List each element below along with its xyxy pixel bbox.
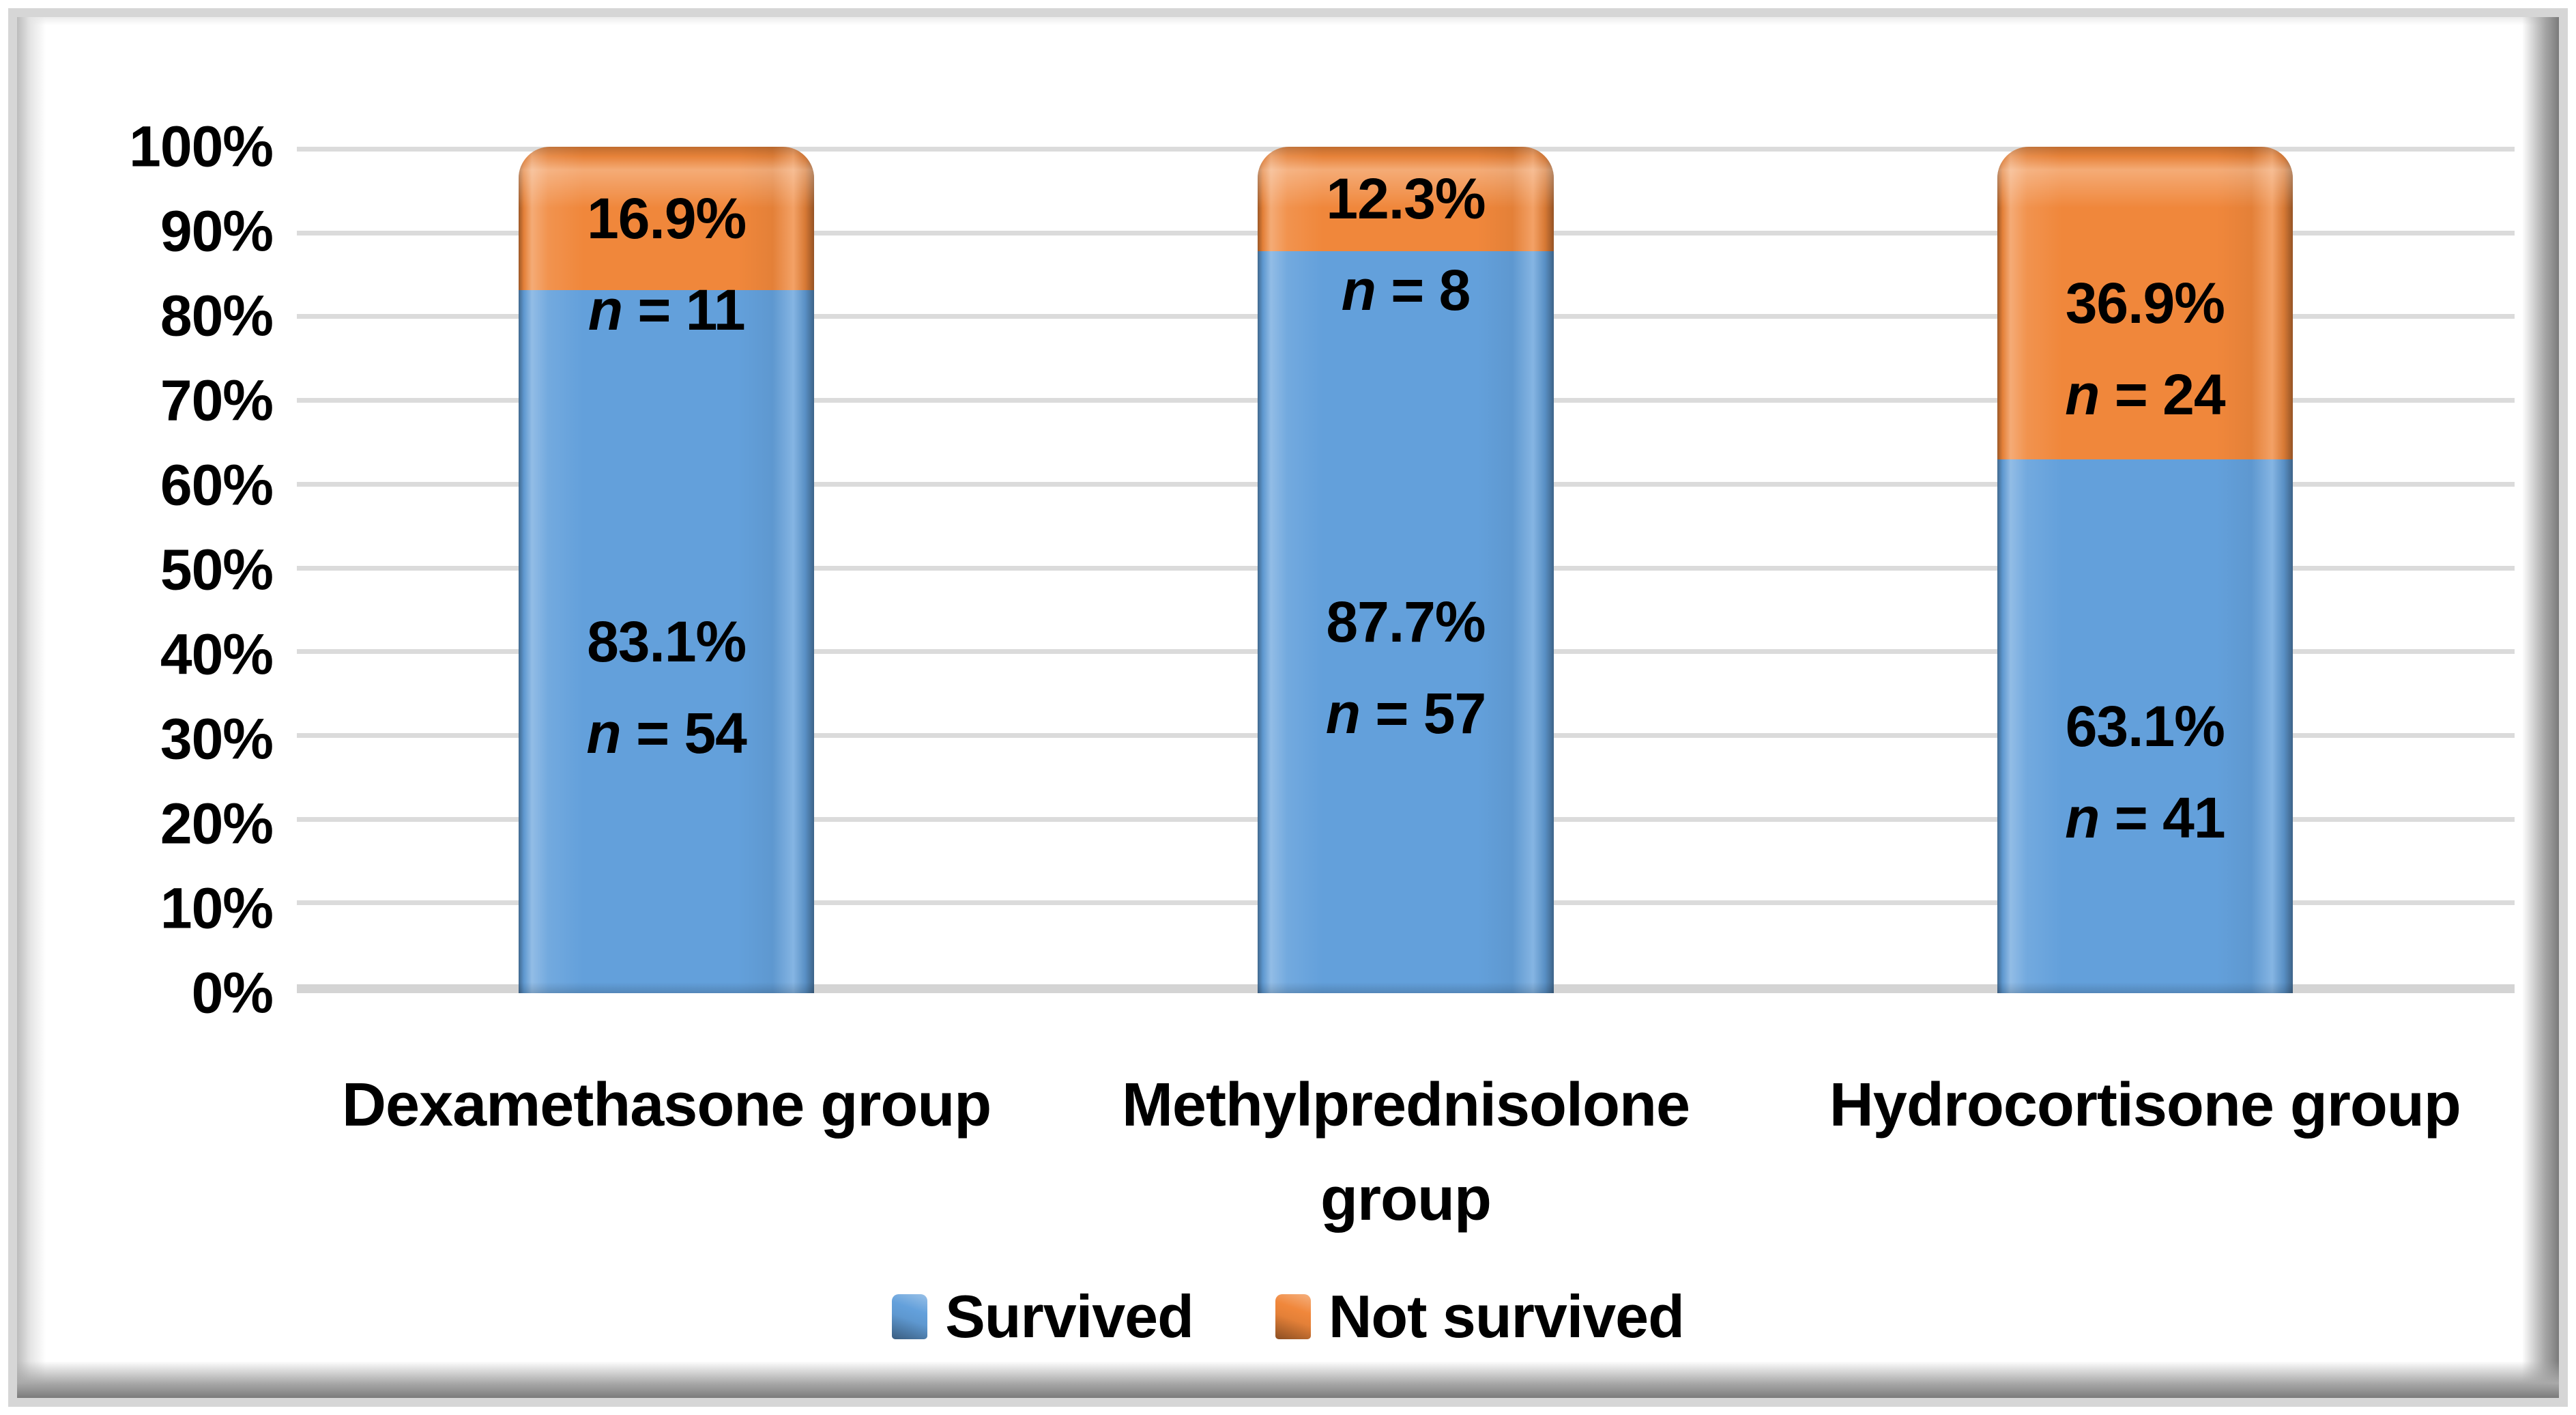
data-label: 83.1% n = 54 xyxy=(478,596,855,779)
legend-label: Not survived xyxy=(1328,1283,1685,1350)
segment-not-survived: 16.9% n = 11 xyxy=(519,147,815,342)
legend: Survived Not survived xyxy=(0,1282,2576,1352)
frame-bevel-right xyxy=(2522,17,2559,1398)
y-tick-label: 70% xyxy=(160,368,274,433)
x-axis: Dexamethasone group Methylprednisolone g… xyxy=(297,1058,2515,1246)
data-label: 16.9% n = 11 xyxy=(478,173,855,356)
legend-label: Survived xyxy=(945,1283,1194,1350)
legend-item-not-survived: Not survived xyxy=(1275,1282,1685,1352)
data-label-percent: 36.9% xyxy=(2065,270,2225,335)
segment-not-survived: 36.9% n = 24 xyxy=(1997,147,2293,459)
y-tick-label: 50% xyxy=(160,537,274,602)
x-category-label: Methylprednisolone group xyxy=(1121,1071,1690,1233)
bar-group-hydrocortisone: 36.9% n = 24 63.1% n = 41 xyxy=(1776,147,2515,994)
segment-not-survived: 12.3% n = 8 xyxy=(1258,147,1554,322)
data-label-n: n = 8 xyxy=(1341,258,1471,323)
y-tick-label: 60% xyxy=(160,453,274,517)
data-label-percent: 87.7% xyxy=(1326,590,1486,655)
frame-bevel-top xyxy=(17,17,2559,25)
x-category-label: Dexamethasone group xyxy=(342,1071,992,1139)
data-label-n: n = 41 xyxy=(2065,785,2225,850)
data-label-n: n = 24 xyxy=(2065,362,2225,427)
stacked-bar: 36.9% n = 24 63.1% n = 41 xyxy=(1997,147,2293,994)
data-label-percent: 83.1% xyxy=(587,609,747,674)
data-label: 63.1% n = 41 xyxy=(1956,681,2334,863)
y-tick-label: 90% xyxy=(160,199,274,263)
stacked-bar: 16.9% n = 11 83.1% n = 54 xyxy=(519,147,815,994)
data-label: 87.7% n = 57 xyxy=(1217,576,1594,759)
y-tick-label: 10% xyxy=(160,876,274,941)
legend-item-survived: Survived xyxy=(892,1282,1194,1352)
plot-area: 16.9% n = 11 83.1% n = 54 xyxy=(297,147,2515,994)
bar-group-dexamethasone: 16.9% n = 11 83.1% n = 54 xyxy=(297,147,1036,994)
data-label: 36.9% n = 24 xyxy=(1956,257,2334,440)
x-category-cell: Hydrocortisone group xyxy=(1776,1058,2515,1246)
x-category-cell: Methylprednisolone group xyxy=(1036,1058,1775,1246)
segment-survived: 63.1% n = 41 xyxy=(1997,459,2293,994)
y-tick-label: 100% xyxy=(129,114,274,179)
segment-survived: 87.7% n = 57 xyxy=(1258,251,1554,994)
y-axis: 100% 90% 80% 70% 60% 50% 40% 30% 20% 10%… xyxy=(48,115,274,1025)
legend-marker-survived xyxy=(892,1294,928,1339)
frame-bevel-bottom xyxy=(17,1361,2559,1398)
y-tick-label: 40% xyxy=(160,622,274,687)
data-label-n: n = 57 xyxy=(1325,681,1486,746)
bar-series: 16.9% n = 11 83.1% n = 54 xyxy=(297,147,2515,994)
data-label-percent: 63.1% xyxy=(2065,694,2225,758)
x-category-cell: Dexamethasone group xyxy=(297,1058,1036,1246)
y-tick-label: 30% xyxy=(160,706,274,771)
y-tick-label: 80% xyxy=(160,283,274,348)
x-category-label: Hydrocortisone group xyxy=(1829,1071,2461,1139)
frame-bevel-left xyxy=(17,17,46,1398)
data-label-n: n = 54 xyxy=(586,700,747,765)
data-label-n: n = 11 xyxy=(588,277,746,342)
legend-marker-not-survived xyxy=(1275,1294,1311,1339)
stacked-bar: 12.3% n = 8 87.7% n = 57 xyxy=(1258,147,1554,994)
bar-group-methylprednisolone: 12.3% n = 8 87.7% n = 57 xyxy=(1036,147,1775,994)
data-label-percent: 16.9% xyxy=(587,186,747,251)
y-tick-label: 0% xyxy=(191,960,274,1025)
segment-survived: 83.1% n = 54 xyxy=(519,289,815,994)
data-label: 12.3% n = 8 xyxy=(1217,153,1594,336)
data-label-percent: 12.3% xyxy=(1326,167,1486,231)
y-tick-label: 20% xyxy=(160,791,274,856)
